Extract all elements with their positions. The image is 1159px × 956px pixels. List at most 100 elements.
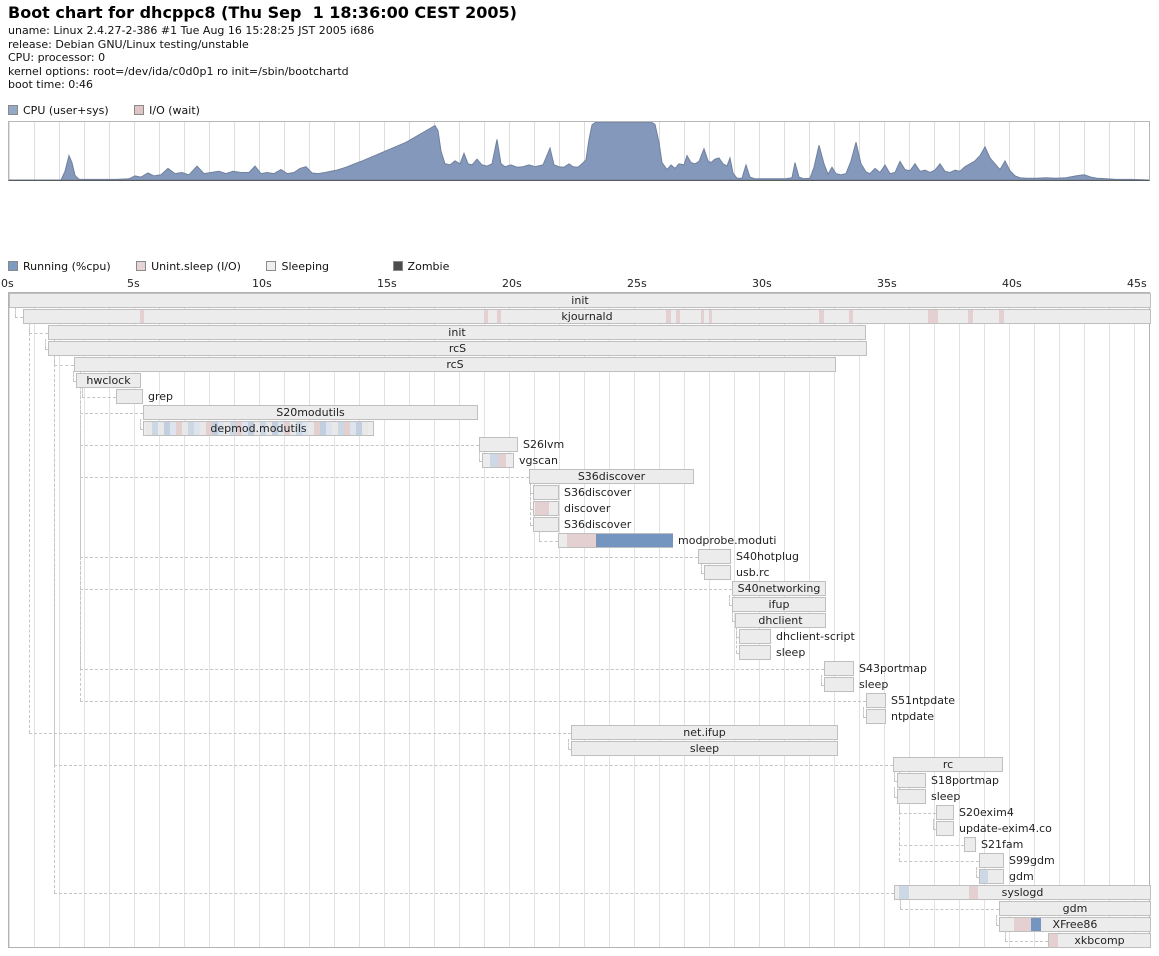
process-chart-legend: Running (%cpu) Unint.sleep (I/O) Sleepin…: [8, 260, 471, 273]
process-bar-rcS: [48, 341, 867, 356]
process-segment-hl: [490, 454, 498, 467]
process-segment-io: [701, 310, 704, 323]
tree-connector: [863, 707, 864, 717]
time-axis: 0s 5s 10s 15s 20s 25s 30s 35s 40s 45s: [0, 277, 1159, 291]
process-label: init: [571, 294, 589, 307]
axis-tick-label: 25s: [627, 277, 647, 290]
process-bar-stripe: [224, 422, 230, 435]
tree-connector: [736, 653, 739, 654]
tree-connector: [894, 781, 897, 782]
process-label: syslogd: [1001, 886, 1044, 899]
process-label: sleep: [689, 742, 720, 755]
legend-label: Zombie: [407, 260, 450, 273]
tree-connector: [539, 531, 540, 541]
process-bar-S36discover: [533, 485, 559, 500]
process-label: S21fam: [981, 838, 1024, 851]
axis-tick-label: 10s: [252, 277, 272, 290]
process-segment-io: [928, 310, 938, 323]
process-bar-stripe: [332, 422, 338, 435]
process-segment-io: [535, 502, 549, 515]
tree-connector: [568, 749, 571, 750]
process-bar-S20modutils: [143, 405, 478, 420]
axis-tick-label: 20s: [502, 277, 522, 290]
tree-connector: [73, 381, 76, 382]
process-bar-stripe: [320, 422, 326, 435]
process-bar-stripe: [284, 422, 290, 435]
tree-connector: [900, 909, 999, 910]
process-bar-S99gdm: [979, 853, 1004, 868]
cpu-usage-chart: [8, 121, 1150, 181]
process-label: S36discover: [577, 470, 646, 483]
tree-connector: [894, 771, 895, 781]
tree-connector: [732, 611, 733, 621]
process-bar-stripe: [230, 422, 236, 435]
legend-item-zombie: Zombie: [392, 260, 450, 273]
legend-label: CPU (user+sys): [23, 104, 109, 117]
process-label: gdm: [1009, 870, 1034, 883]
process-label: XFree86: [1052, 918, 1098, 931]
process-bar-init: [48, 325, 866, 340]
process-gantt-chart: init kjournald init rcS rcS hwclock grep S20mod…: [8, 292, 1151, 948]
process-segment-hl: [899, 886, 909, 899]
page-title: Boot chart for dhcppc8 (Thu Sep 1 18:36:…: [8, 3, 517, 22]
process-bar-stripe: [308, 422, 314, 435]
system-info: uname: Linux 2.4.27-2-386 #1 Tue Aug 16 …: [8, 24, 374, 92]
tree-connector: [45, 339, 46, 349]
process-bar-stripe: [260, 422, 266, 435]
process-label: kjournald: [561, 310, 613, 323]
tree-connector: [54, 365, 74, 366]
cpu-line: CPU: processor: 0: [8, 51, 106, 64]
tree-connector: [732, 621, 735, 622]
process-bar-dhclient: [735, 613, 826, 628]
axis-tick-label: 40s: [1002, 277, 1022, 290]
process-label: S20exim4: [959, 806, 1014, 819]
tree-connector: [140, 429, 143, 430]
process-label: S18portmap: [931, 774, 999, 787]
process-label: sleep: [859, 678, 889, 691]
cpu-area-series: [9, 122, 1149, 180]
process-bar-S40networking: [732, 581, 826, 596]
tree-connector: [821, 675, 822, 685]
legend-item-cpu: CPU (user+sys): [8, 104, 109, 117]
sleeping-swatch-icon: [266, 261, 277, 271]
process-segment-io: [969, 886, 978, 899]
tree-connector: [530, 483, 531, 525]
unint-sleep-swatch-icon: [136, 261, 147, 271]
process-label: rc: [942, 758, 954, 771]
tree-connector: [530, 525, 533, 526]
tree-connector: [29, 323, 30, 733]
process-segment-io: [140, 310, 144, 323]
process-segment-hl: [980, 870, 988, 883]
process-bar-sleep: [897, 789, 926, 804]
process-bar-stripe: [266, 422, 272, 435]
process-bar-stripe: [248, 422, 254, 435]
process-label: gdm: [1062, 902, 1088, 915]
cpu-chart-legend: CPU (user+sys) I/O (wait): [8, 104, 222, 117]
legend-label: Running (%cpu): [23, 260, 111, 273]
uname-line: uname: Linux 2.4.27-2-386 #1 Tue Aug 16 …: [8, 24, 375, 37]
tree-connector: [729, 595, 730, 605]
tree-connector: [1005, 941, 1048, 942]
process-label: ntpdate: [891, 710, 935, 723]
process-bar-rcS: [74, 357, 836, 372]
process-label: S99gdm: [1009, 854, 1055, 867]
process-bar-stripe: [278, 422, 284, 435]
tree-connector: [479, 461, 482, 462]
tree-connector: [530, 493, 533, 494]
process-bar-S36discover: [529, 469, 694, 484]
process-segment-run: [596, 534, 673, 547]
process-label: S43portmap: [859, 662, 927, 675]
process-segment-io: [849, 310, 853, 323]
process-segment-io: [497, 310, 501, 323]
process-bar-stripe: [236, 422, 242, 435]
tree-connector: [479, 451, 480, 461]
tree-connector: [996, 925, 999, 926]
process-bar-sleep: [824, 677, 854, 692]
tree-connector: [894, 797, 897, 798]
process-bar-S36discover: [533, 517, 559, 532]
process-segment-io: [484, 310, 488, 323]
boot-time-line: boot time: 0:46: [8, 78, 94, 91]
process-segment-run: [1031, 918, 1041, 931]
tree-connector: [54, 765, 893, 766]
